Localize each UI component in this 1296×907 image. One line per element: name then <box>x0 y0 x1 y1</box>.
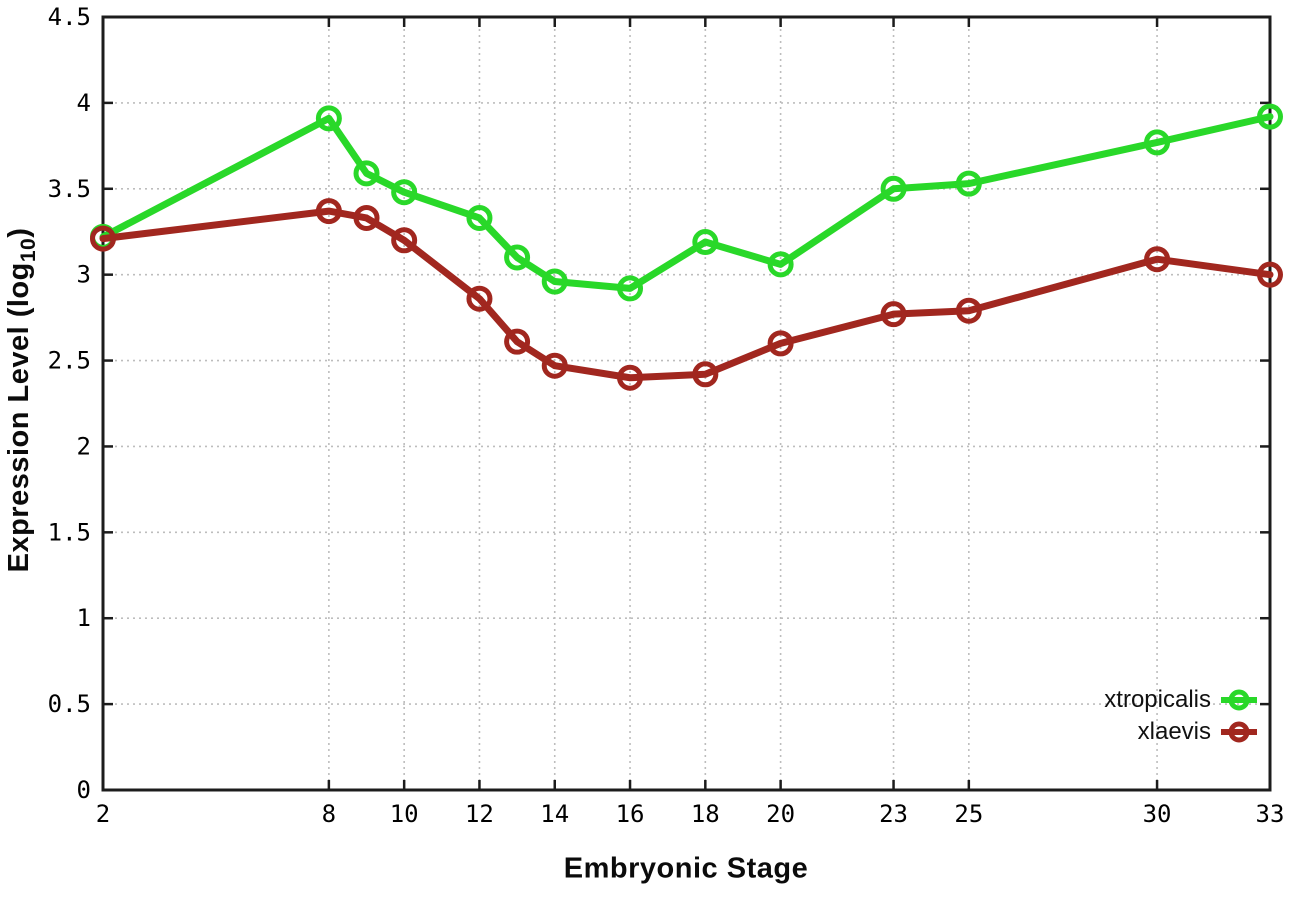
series-line <box>99 207 1274 382</box>
data-point-marker <box>541 352 568 379</box>
data-point-marker <box>504 244 531 271</box>
x-tick-label: 18 <box>691 800 720 828</box>
x-tick-label: 14 <box>540 800 569 828</box>
legend-item-xtropicalis: xtropicalis <box>1104 685 1258 714</box>
y-tick-label: 3 <box>77 261 91 289</box>
gridlines <box>103 17 1270 790</box>
x-tick-label: 20 <box>766 800 795 828</box>
x-tick-label: 33 <box>1256 800 1285 828</box>
data-point-marker <box>617 275 644 302</box>
x-tick-label: 12 <box>465 800 494 828</box>
y-axis-title-close-paren: ) <box>3 227 36 238</box>
series-xlaevis <box>90 198 1283 391</box>
data-point-marker <box>1257 261 1283 288</box>
data-point-marker <box>1144 246 1171 273</box>
data-point-marker <box>90 225 116 252</box>
y-tick-label: 2 <box>77 432 91 460</box>
y-tick-label: 4.5 <box>48 3 91 31</box>
data-point-marker <box>955 297 982 324</box>
data-point-marker <box>955 170 982 197</box>
x-tick-label: 10 <box>390 800 419 828</box>
data-point-marker <box>692 361 719 388</box>
x-tick-label: 2 <box>96 800 110 828</box>
data-point-marker <box>353 160 380 187</box>
y-tick-label: 3.5 <box>48 175 91 203</box>
y-tick-label: 0 <box>77 776 91 804</box>
x-tick-label: 16 <box>616 800 645 828</box>
data-point-marker <box>767 330 794 357</box>
x-tick-label: 25 <box>954 800 983 828</box>
data-point-marker <box>504 328 531 355</box>
data-point-marker <box>315 105 342 132</box>
x-tick-label: 8 <box>322 800 336 828</box>
series-xtropicalis <box>90 103 1283 302</box>
line-with-circle-marker-icon <box>1221 689 1257 710</box>
tick-labels: 2 8 10 12 14 16 18 20 23 25 30 33 0 0.5 1 1.5 2 2.5 3 3.5 4 4… <box>48 3 1285 828</box>
plot-border <box>101 15 1272 792</box>
data-point-marker <box>466 285 493 312</box>
data-point-marker <box>541 268 568 295</box>
y-tick-label: 0.5 <box>48 690 91 718</box>
x-axis-title: Embryonic Stage <box>563 852 809 885</box>
y-tick-label: 1.5 <box>48 518 91 546</box>
line-with-circle-marker-icon <box>1221 721 1257 742</box>
legend-item-xlaevis: xlaevis <box>1138 717 1258 746</box>
data-point-marker <box>1257 103 1283 130</box>
data-point-marker <box>1144 129 1171 156</box>
legend: xtropicalis xlaevis <box>1104 685 1258 746</box>
data-point-marker <box>391 179 418 206</box>
data-point-marker <box>767 251 794 278</box>
tick-marks <box>101 15 1272 792</box>
series-line <box>99 113 1274 292</box>
data-point-marker <box>353 204 380 231</box>
y-tick-label: 2.5 <box>48 347 91 375</box>
x-tick-label: 23 <box>879 800 908 828</box>
data-point-marker <box>391 227 418 254</box>
y-axis-title: Expression Level (log10) <box>3 228 41 573</box>
y-tick-label: 4 <box>77 89 91 117</box>
x-tick-label: 30 <box>1143 800 1172 828</box>
data-point-marker <box>880 175 907 202</box>
data-point-marker <box>880 301 907 328</box>
data-point-marker <box>617 364 644 391</box>
data-point-marker <box>692 229 719 256</box>
data-point-marker <box>466 204 493 231</box>
data-point-marker <box>315 198 342 225</box>
legend-label: xlaevis <box>1137 717 1211 745</box>
y-axis-title-subscript: 10 <box>16 237 40 263</box>
y-tick-label: 1 <box>77 604 91 632</box>
y-axis-title-text: Expression Level (log <box>3 262 36 573</box>
legend-label: xtropicalis <box>1104 685 1211 713</box>
